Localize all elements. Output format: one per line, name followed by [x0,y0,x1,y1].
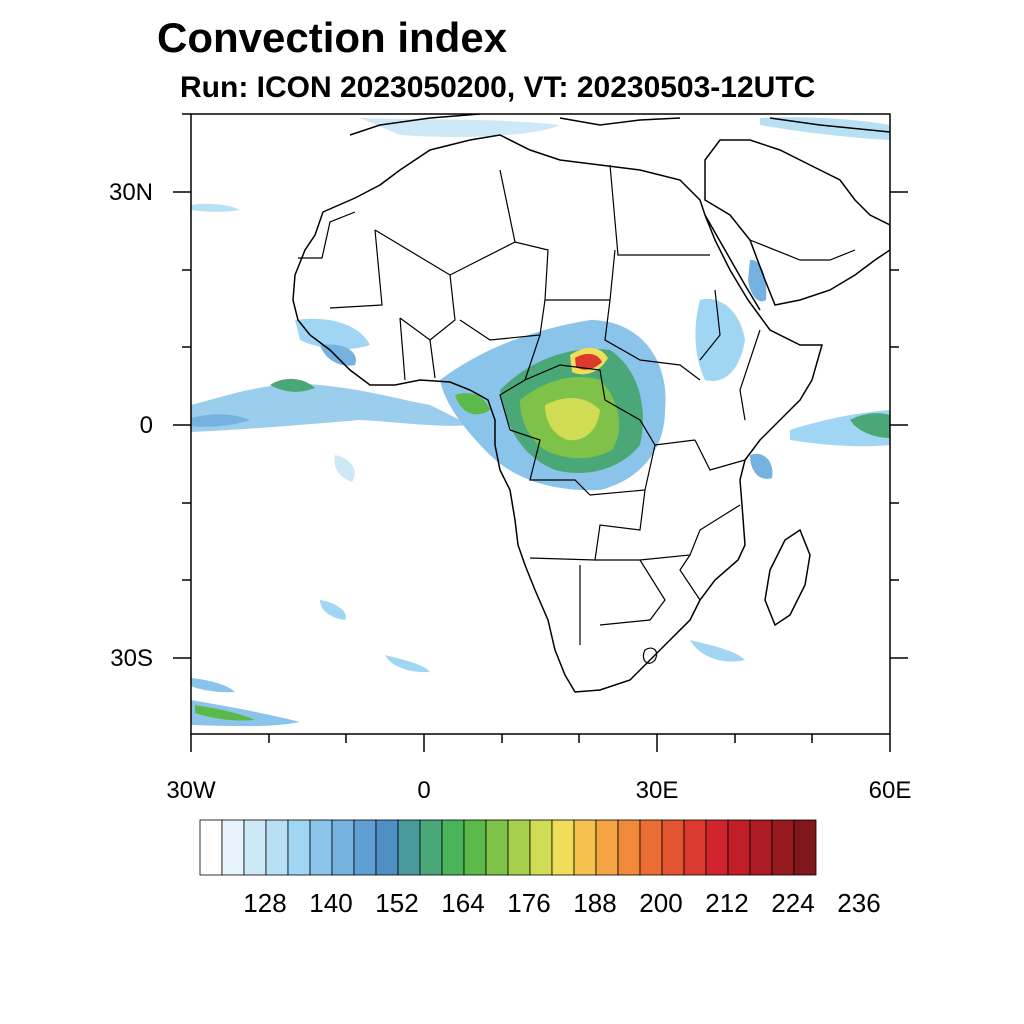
convection-field [191,117,890,727]
map-ticks [173,113,908,752]
colorbar-label: 176 [507,888,550,918]
colorbar-swatch [419,819,443,876]
colorbar-swatch [705,819,729,876]
lon-label-0: 0 [417,777,430,804]
arabia-coastline [704,139,890,306]
lon-label-60e: 60E [869,777,912,804]
map-title: Convection index [157,14,508,61]
colorbar-swatch [485,819,509,876]
map-subtitle: Run: ICON 2023050200, VT: 20230503-12UTC [180,71,816,104]
colorbar-swatch [551,819,575,876]
colorbar-label: 152 [375,888,418,918]
lon-label-30e: 30E [636,777,679,804]
colorbar-swatch [595,819,619,876]
lat-label-30s: 30S [110,645,153,672]
colorbar-label: 164 [441,888,484,918]
colorbar-label: 200 [639,888,682,918]
colorbar-swatch [265,819,289,876]
lon-label-30w: 30W [166,777,216,804]
colorbar-label: 188 [573,888,616,918]
colorbar-swatch [375,819,399,876]
colorbar-swatch [771,819,795,876]
colorbar-swatch [529,819,553,876]
colorbar-label: 236 [837,888,880,918]
colorbar-swatch [573,819,597,876]
lat-label-30n: 30N [109,179,153,206]
colorbar-swatch [353,819,377,876]
map-frame [190,113,891,735]
colorbar-labels: 128 140 152 164 176 188 200 212 224 236 [243,888,880,918]
colorbar-swatch [661,819,685,876]
colorbar-swatch [793,819,817,876]
colorbar-swatch [507,819,531,876]
colorbar-swatch [727,819,751,876]
africa-coastline [292,134,823,693]
colorbar-swatch [397,819,421,876]
colorbar-swatch [243,819,267,876]
colorbar-swatch [463,819,487,876]
colorbar-label: 212 [705,888,748,918]
colorbar [199,819,817,876]
colorbar-swatch [199,819,223,876]
coastlines [292,114,890,693]
colorbar-swatch [287,819,311,876]
colorbar-swatch [441,819,465,876]
madagascar-coastline [764,528,811,627]
colorbar-swatch [309,819,333,876]
colorbar-swatch [221,819,245,876]
colorbar-swatch [683,819,707,876]
lat-label-0: 0 [140,412,153,439]
colorbar-label: 224 [771,888,814,918]
colorbar-label: 140 [309,888,352,918]
country-borders [298,164,856,664]
colorbar-swatch [331,819,355,876]
colorbar-swatch [639,819,663,876]
colorbar-swatch [749,819,773,876]
colorbar-label: 128 [243,888,286,918]
colorbar-swatch [617,819,641,876]
